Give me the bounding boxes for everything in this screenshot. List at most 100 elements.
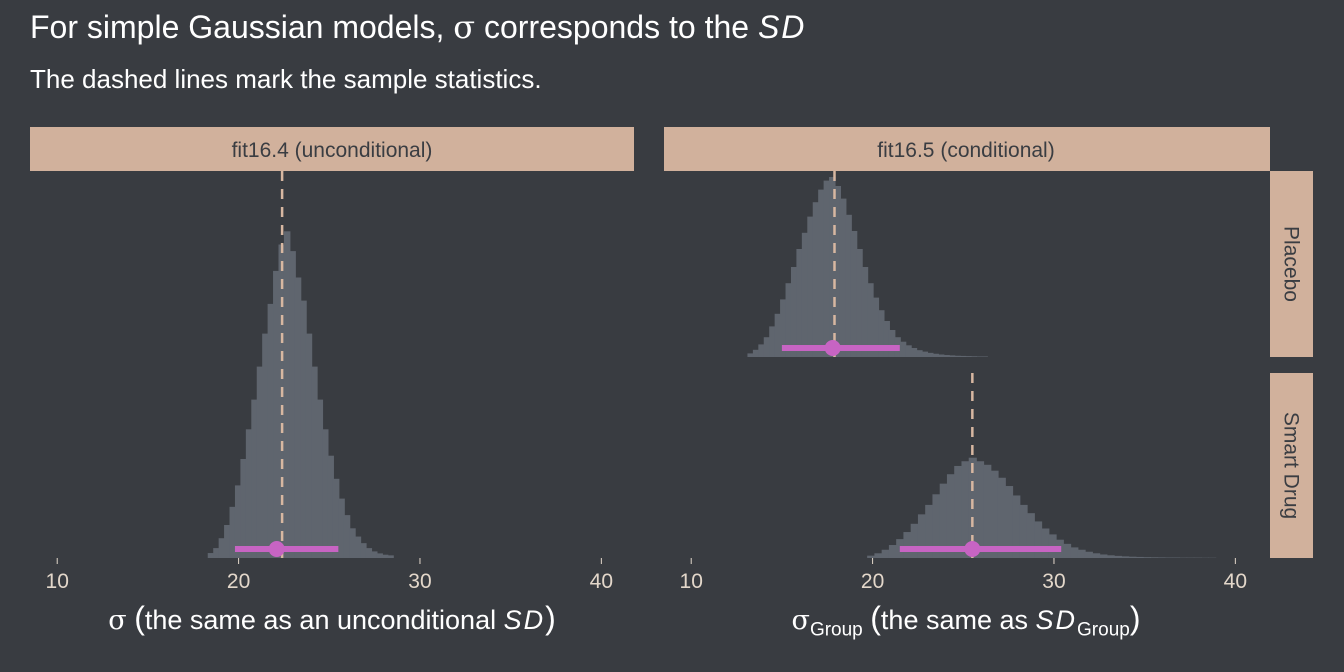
- panel-unconditional-bar-13: [278, 244, 285, 558]
- right-axis-tick-label-40: 40: [1224, 570, 1247, 593]
- chart-title: For simple Gaussian models, σ correspond…: [30, 8, 806, 46]
- panel-unconditional-bar-18: [305, 333, 313, 558]
- panel-unconditional-bar-26: [349, 528, 356, 558]
- panel-placebo-bar-8: [790, 267, 798, 357]
- panel-placebo-bar-4: [769, 326, 776, 357]
- panel-smart-drug-bar-24: [1041, 528, 1050, 558]
- panel-unconditional-bar-12: [273, 270, 280, 558]
- panel-unconditional-bar-2: [218, 538, 226, 558]
- panel-unconditional-bar-9: [256, 366, 264, 558]
- panel-placebo-bar-5: [774, 313, 782, 357]
- left-axis-tick-label-10: 10: [46, 570, 69, 593]
- panel-smart-drug-bar-12: [954, 465, 963, 558]
- panel-unconditional-bar-21: [322, 429, 329, 558]
- left-axis-tick-label-20: 20: [227, 570, 250, 593]
- panel-placebo-bar-29: [905, 345, 912, 357]
- panel-smart-drug-bar-8: [925, 504, 934, 558]
- panel-smart-drug-bar-3: [888, 545, 898, 558]
- panel-placebo-bar-37: [948, 355, 956, 357]
- panel-smart-drug-bar-33: [1106, 555, 1115, 558]
- panel-unconditional-bar-17: [300, 300, 307, 558]
- panel-unconditional-bar-28: [360, 543, 367, 558]
- panel-unconditional-bar-16: [294, 277, 302, 558]
- panel-unconditional-bar-14: [283, 231, 291, 559]
- panel-placebo-bar-30: [910, 348, 918, 357]
- title-sd: SD: [757, 9, 807, 45]
- panel-unconditional-bar-20: [316, 399, 324, 558]
- panel-placebo-bar-9: [796, 249, 803, 357]
- right-axis-tick-label-30: 30: [1042, 570, 1065, 593]
- panel-placebo-bar-41: [970, 356, 978, 357]
- panel-smart-drug-bar-19: [1005, 486, 1014, 558]
- panel-unconditional-bar-23: [332, 478, 340, 558]
- panel-placebo-bar-18: [845, 214, 852, 357]
- left-axis-sd: SD: [503, 605, 546, 635]
- panel-placebo-bar-7: [785, 283, 793, 357]
- panel-smart-drug-bar-35: [1121, 556, 1130, 558]
- panel-placebo-bar-11: [807, 216, 814, 357]
- right-axis-sigma-subscript: Group: [809, 619, 863, 641]
- panel-unconditional-bar-30: [371, 551, 378, 558]
- panel-placebo-bar-25: [883, 321, 890, 357]
- panel-placebo-bar-33: [927, 352, 934, 357]
- panel-unconditional-bar-32: [381, 554, 389, 558]
- panel-smart-drug-bar-20: [1012, 495, 1021, 558]
- panel-smart-drug-bar-1: [874, 553, 883, 558]
- panel-placebo-bar-10: [801, 232, 809, 357]
- panel-smart-drug-bar-15: [975, 461, 985, 558]
- right-axis-sd: SD: [1035, 605, 1078, 635]
- panel-placebo-bar-17: [839, 198, 847, 357]
- panel-unconditional-bar-25: [343, 515, 351, 558]
- panel-placebo-bar-35: [937, 354, 945, 357]
- panel-smart-drug-bar-37: [1135, 556, 1144, 558]
- panel-smart-drug-bar-23: [1034, 521, 1043, 558]
- panel-unconditional-bar-24: [338, 498, 345, 558]
- panel-smart-drug-point-estimate: [964, 541, 981, 557]
- panel-placebo-bar-22: [867, 283, 874, 357]
- panel-placebo-bar-40: [965, 356, 972, 357]
- panel-unconditional-bar-27: [354, 536, 362, 558]
- panel-unconditional-bar-33: [387, 555, 394, 558]
- panel-smart-drug-bar-0: [867, 555, 876, 558]
- panel-smart-drug-bar-39: [1150, 557, 1159, 558]
- panel-smart-drug-bar-38: [1142, 557, 1151, 558]
- left-axis-label: the same as an unconditional: [144, 605, 504, 635]
- panel-placebo-bar-16: [834, 186, 841, 357]
- panel-placebo-bar-15: [829, 177, 836, 357]
- right-axis-title: σGroup (the same as SDGroup): [791, 600, 1141, 641]
- panel-smart-drug-bar-11: [946, 474, 956, 558]
- right-axis-sigma: σ: [791, 605, 810, 636]
- panel-unconditional-bar-3: [224, 525, 231, 558]
- facet-placebo-label: Placebo: [1280, 226, 1303, 302]
- panel-unconditional-bar-4: [229, 506, 237, 558]
- panel-placebo-bar-20: [856, 249, 863, 357]
- panel-placebo-point-estimate: [824, 340, 841, 356]
- panel-placebo-bar-12: [812, 202, 820, 357]
- panel-smart-drug-bar-27: [1063, 543, 1072, 558]
- panel-smart-drug-bar-2: [881, 549, 890, 558]
- strip-label-fit16-4: fit16.4 (unconditional): [232, 139, 433, 162]
- panel-smart-drug-bar-32: [1099, 554, 1108, 558]
- panel-placebo-bar-2: [758, 344, 765, 357]
- panel-smart-drug-bar-7: [917, 514, 927, 558]
- strip-left: [30, 127, 634, 171]
- panel-unconditional-bar-0: [207, 553, 215, 558]
- panel-smart-drug-bar-31: [1092, 553, 1101, 558]
- panel-smart-drug-bar-6: [910, 523, 919, 558]
- panel-smart-drug-bar-22: [1026, 513, 1035, 558]
- left-axis-tick-label-30: 30: [408, 570, 431, 593]
- facet-placebo-strip: [1270, 171, 1313, 357]
- panel-placebo-bar-36: [943, 355, 950, 357]
- panel-unconditional-point-estimate: [268, 541, 285, 557]
- panel-placebo-bar-38: [954, 355, 961, 357]
- panel-smart-drug-bar-18: [997, 477, 1006, 558]
- panel-placebo-bar-42: [975, 356, 983, 357]
- right-axis-tick-label-20: 20: [861, 570, 884, 593]
- panel-unconditional-bar-8: [251, 399, 258, 558]
- panel-smart-drug-bar-10: [939, 483, 948, 558]
- left-axis-title: σ (the same as an unconditional SD): [108, 600, 556, 636]
- title-prefix: For simple Gaussian models,: [30, 9, 454, 45]
- panel-smart-drug-bar-36: [1128, 556, 1137, 558]
- panel-smart-drug-bar-34: [1113, 555, 1122, 558]
